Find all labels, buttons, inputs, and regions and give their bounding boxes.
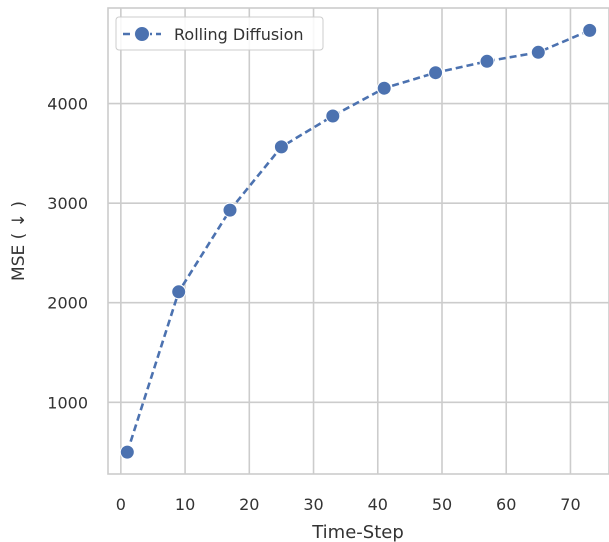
x-tick-label: 20 [239,495,259,514]
x-tick-label: 40 [368,495,388,514]
series-rolling-diffusion [119,22,598,460]
y-tick-label: 4000 [47,95,88,114]
grid-lines [108,8,609,474]
data-point [171,284,187,300]
legend-label: Rolling Diffusion [174,25,304,44]
legend: Rolling Diffusion [115,16,324,51]
data-point [222,202,238,218]
plot-frame [107,7,609,475]
y-tick-labels: 1000 2000 3000 4000 [47,95,88,413]
x-tick-label: 10 [175,495,195,514]
y-tick-label: 2000 [47,294,88,313]
x-tick-label: 30 [303,495,323,514]
x-tick-label: 70 [560,495,580,514]
data-point [530,44,546,60]
y-tick-label: 1000 [47,393,88,412]
data-point [428,65,444,81]
legend-dot-marker [134,26,150,42]
x-tick-label: 60 [496,495,516,514]
y-tick-label: 3000 [47,194,88,213]
data-point [119,444,135,460]
x-tick-label: 50 [432,495,452,514]
series-line [126,29,591,453]
x-tick-label: 0 [116,495,126,514]
data-point [479,53,495,69]
data-point [582,22,598,38]
data-point [325,108,341,124]
data-point [376,80,392,96]
y-axis-label: MSE ( ↓ ) [9,201,29,281]
x-axis-label: Time-Step [311,522,404,542]
legend-frame [115,16,324,51]
data-point [273,139,289,155]
x-tick-labels: 0 10 20 30 40 50 60 70 [116,495,581,514]
